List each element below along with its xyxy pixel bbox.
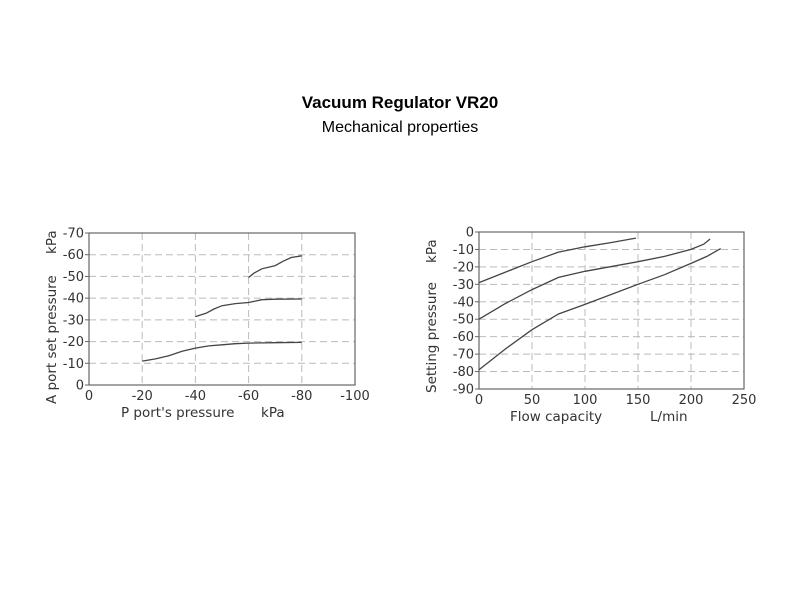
y-axis-label: Setting pressure [424, 282, 440, 393]
x-tick-label: -20 [132, 389, 153, 404]
y-tick-label: -50 [453, 313, 474, 328]
x-tick-label: 150 [626, 393, 651, 408]
series-line-2 [195, 298, 302, 318]
series-line-1 [478, 237, 637, 284]
chart-title: Vacuum Regulator VR20 [301, 93, 499, 112]
plot-frame [478, 231, 745, 390]
series-line-1 [142, 341, 302, 362]
y-tick-label: -20 [453, 260, 474, 275]
x-tick-label: -100 [340, 389, 370, 404]
x-axis-label: Flow capacity [510, 409, 602, 425]
y-tick-label: 0 [76, 379, 84, 394]
chart-subtitle: Mechanical properties [321, 119, 479, 136]
y-tick-label: -20 [63, 335, 84, 350]
series-line-2 [478, 238, 711, 320]
y-tick-label: -30 [63, 313, 84, 328]
x-tick-label: 250 [732, 393, 757, 408]
y-axis-label: A port set pressure [44, 275, 60, 404]
y-tick-label: -70 [453, 348, 474, 363]
y-tick-label: -80 [453, 365, 474, 380]
y-tick-label: -60 [63, 248, 84, 263]
x-tick-label: 100 [573, 393, 598, 408]
x-axis-unit: kPa [261, 405, 285, 421]
y-tick-label: -40 [63, 292, 84, 307]
x-axis-unit: L/min [650, 409, 688, 425]
y-tick-label: -10 [453, 243, 474, 258]
plot-frame [88, 232, 356, 386]
x-tick-label: 0 [85, 389, 93, 404]
x-tick-label: -40 [185, 389, 206, 404]
y-tick-label: -10 [63, 357, 84, 372]
x-axis-label: P port's pressure [121, 405, 234, 421]
y-axis-unit: kPa [44, 230, 60, 254]
x-tick-label: -80 [291, 389, 312, 404]
x-tick-label: 0 [475, 393, 483, 408]
y-tick-label: 0 [466, 226, 474, 241]
y-tick-label: -70 [63, 227, 84, 242]
y-tick-label: -90 [453, 383, 474, 398]
y-axis-unit: kPa [424, 239, 440, 263]
y-tick-label: -60 [453, 330, 474, 345]
x-tick-label: 50 [524, 393, 541, 408]
series-line-3 [478, 248, 722, 371]
y-tick-label: -30 [453, 278, 474, 293]
y-tick-label: -40 [453, 295, 474, 310]
series-line-3 [248, 255, 302, 279]
x-tick-label: -60 [238, 389, 259, 404]
x-tick-label: 200 [679, 393, 704, 408]
y-tick-label: -50 [63, 270, 84, 285]
